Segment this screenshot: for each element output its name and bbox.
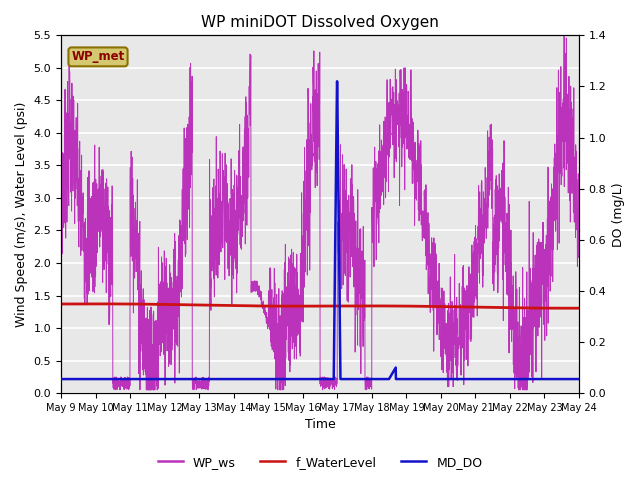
Text: WP_met: WP_met bbox=[72, 50, 125, 63]
Legend: WP_ws, f_WaterLevel, MD_DO: WP_ws, f_WaterLevel, MD_DO bbox=[152, 451, 488, 474]
Y-axis label: Wind Speed (m/s), Water Level (psi): Wind Speed (m/s), Water Level (psi) bbox=[15, 102, 28, 327]
X-axis label: Time: Time bbox=[305, 419, 335, 432]
Y-axis label: DO (mg/L): DO (mg/L) bbox=[612, 182, 625, 247]
Title: WP miniDOT Dissolved Oxygen: WP miniDOT Dissolved Oxygen bbox=[201, 15, 439, 30]
